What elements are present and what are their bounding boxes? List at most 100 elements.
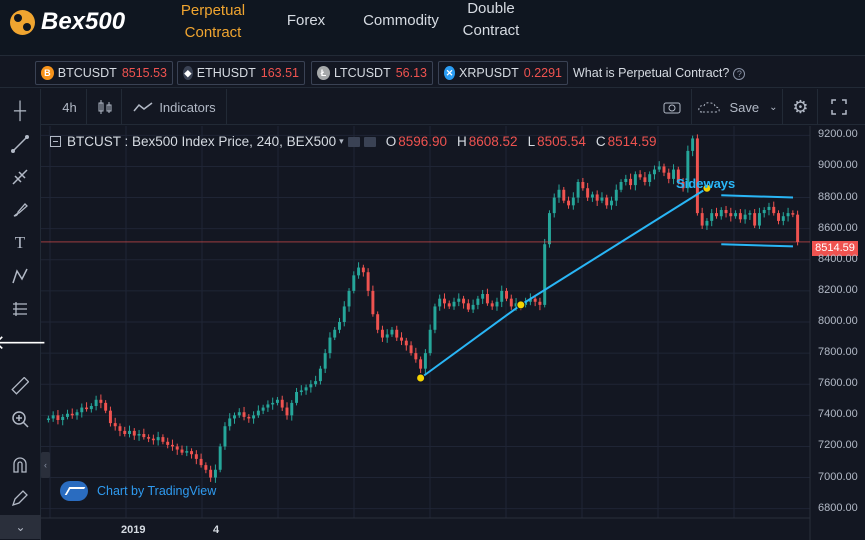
brush-tool[interactable]	[8, 198, 32, 222]
candle-body	[390, 329, 394, 335]
candle-body	[447, 303, 451, 307]
ticker-symbol: XRPUSDT	[459, 66, 519, 80]
nav-commodity[interactable]: Commodity	[358, 10, 444, 32]
fullscreen-button[interactable]	[819, 89, 859, 125]
candle-body	[65, 413, 69, 417]
watermark-label: Chart by TradingView	[97, 484, 217, 498]
candle-body	[46, 418, 50, 420]
candle-body	[89, 406, 93, 410]
candle-body	[290, 402, 294, 416]
candle-body	[395, 329, 399, 338]
candle-body	[161, 437, 165, 442]
ticker-price: 163.51	[260, 66, 299, 80]
gear-icon: ⚙	[792, 96, 809, 117]
trendline-1	[420, 304, 522, 379]
crosshair-tool[interactable]: ┼	[8, 99, 32, 123]
chevron-down-icon[interactable]: ▾	[339, 136, 344, 146]
magnet-tool[interactable]	[8, 453, 32, 477]
pattern-tool[interactable]	[8, 264, 32, 288]
candle-body	[137, 434, 141, 436]
candle-body	[753, 213, 757, 226]
interval-selector[interactable]: 4h	[53, 89, 87, 125]
eye-icon[interactable]	[347, 136, 360, 147]
settings-small-icon[interactable]	[363, 136, 376, 147]
candle-body	[457, 298, 461, 302]
more-tools-button[interactable]: ⌄	[0, 515, 41, 539]
nav-perpetual-contract[interactable]: Perpetual Contract	[178, 0, 248, 44]
help-icon: ?	[733, 68, 746, 80]
candle-body	[481, 294, 485, 299]
candle-body	[509, 298, 513, 307]
candle-body	[275, 399, 279, 403]
chart-type-button[interactable]	[88, 89, 122, 125]
candle-body	[738, 213, 742, 220]
nav-forex[interactable]: Forex	[281, 10, 331, 32]
trendline-tool[interactable]	[8, 132, 32, 156]
brush-icon	[13, 203, 28, 217]
ruler-tool[interactable]	[8, 374, 32, 398]
zoom-tool[interactable]	[8, 407, 32, 431]
indicators-label: Indicators	[159, 99, 216, 115]
price-tick-label: 8000.00	[818, 315, 858, 327]
fib-tool[interactable]	[8, 165, 32, 189]
candle-body	[118, 426, 122, 431]
candle-body	[75, 412, 79, 416]
candle-body	[266, 404, 270, 408]
candle-body	[333, 329, 337, 338]
candle-body	[147, 437, 151, 439]
ticker-symbol: BTCUSDT	[57, 66, 117, 80]
candle-body	[342, 306, 346, 322]
candle-body	[686, 150, 690, 189]
settings-button[interactable]: ⚙	[784, 89, 818, 125]
candle-body	[151, 438, 155, 441]
candle-body	[638, 174, 642, 178]
candle-body	[777, 213, 781, 221]
candle-body	[51, 415, 55, 419]
ticker-ltcusdt[interactable]: Ł LTCUSDT 56.13	[311, 61, 433, 85]
collapse-legend-icon[interactable]	[50, 136, 61, 147]
candle-body	[757, 213, 761, 226]
save-button[interactable]: Save ⌄	[693, 89, 783, 125]
candle-body	[166, 441, 170, 445]
back-tool[interactable]: 🡐	[0, 330, 47, 354]
brand-logo[interactable]: Bex500	[10, 8, 125, 36]
tradingview-icon	[60, 481, 88, 501]
chart-legend: BTCUST : Bex500 Index Price, 240, BEX500…	[50, 134, 656, 149]
collapse-toolbar-handle[interactable]: ‹	[41, 452, 50, 478]
what-is-perpetual-link[interactable]: What is Perpetual Contract??	[573, 66, 746, 80]
prediction-tool[interactable]	[8, 297, 32, 321]
indicators-button[interactable]: Indicators	[123, 89, 227, 125]
candle-body	[357, 267, 361, 276]
ticker-ethusdt[interactable]: ◆ ETHUSDT 163.51	[177, 61, 305, 85]
candle-body	[175, 446, 179, 450]
ticker-btcusdt[interactable]: B BTCUSDT 8515.53	[35, 61, 173, 85]
price-tick-label: 7000.00	[818, 470, 858, 483]
what-is-label: What is Perpetual Contract?	[573, 66, 730, 80]
nav-double-contract[interactable]: Double Contract	[458, 0, 524, 42]
ticker-xrpusdt[interactable]: ✕ XRPUSDT 0.2291	[438, 61, 568, 85]
candle-body	[571, 197, 575, 206]
candle-body	[748, 213, 752, 215]
screenshot-button[interactable]	[652, 89, 692, 125]
candle-body	[734, 213, 738, 217]
fullscreen-icon	[831, 99, 847, 115]
candle-body	[643, 177, 647, 182]
ruler-icon	[11, 377, 29, 395]
tradingview-watermark[interactable]: Chart by TradingView	[60, 481, 216, 501]
litecoin-icon: Ł	[317, 66, 330, 80]
sideways-annotation[interactable]: Sideways	[676, 176, 736, 191]
lock-drawing-tool[interactable]	[8, 486, 32, 510]
candle-body	[743, 214, 747, 220]
price-chart[interactable]	[41, 126, 865, 540]
candle-body	[648, 174, 652, 182]
text-tool[interactable]: T	[8, 231, 32, 255]
close-label: C	[595, 134, 606, 149]
candle-body	[213, 469, 217, 478]
candle-body	[304, 387, 308, 391]
candle-body	[676, 169, 680, 182]
candle-body	[223, 426, 227, 447]
candle-body	[500, 290, 504, 302]
price-tick-label: 9000.00	[818, 159, 858, 172]
candle-body	[428, 329, 432, 354]
candle-body	[170, 444, 174, 447]
